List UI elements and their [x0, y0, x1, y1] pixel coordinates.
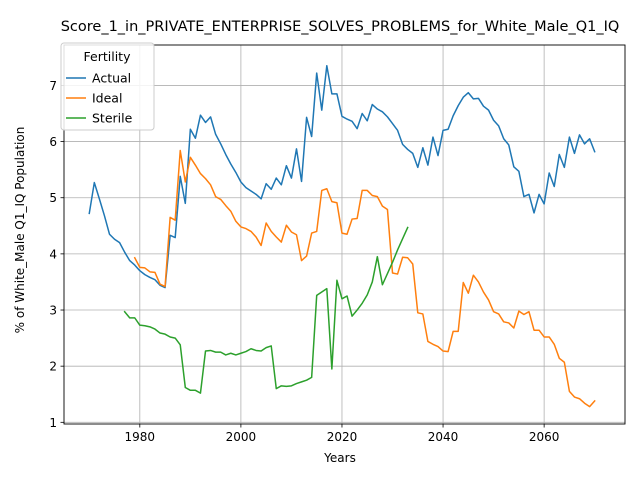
legend-label-actual: Actual	[92, 71, 131, 86]
y-tick-label: 5	[49, 191, 57, 205]
y-tick-label: 1	[49, 416, 57, 430]
legend-title: Fertility	[84, 49, 132, 64]
x-tick-label: 2000	[226, 430, 257, 444]
y-tick-label: 6	[49, 135, 57, 149]
y-tick-label: 3	[49, 304, 57, 318]
y-tick-label: 4	[49, 247, 57, 261]
chart-title: Score_1_in_PRIVATE_ENTERPRISE_SOLVES_PRO…	[61, 19, 620, 35]
legend-label-sterile: Sterile	[92, 111, 133, 126]
y-tick-label: 7	[49, 79, 57, 93]
legend: Fertility Actual Ideal Sterile	[61, 43, 154, 130]
x-axis-label: Years	[323, 451, 356, 465]
tick-layer: 1980 2000 2020 2040 2060 1 2 3 4 5 6 7	[49, 79, 559, 444]
x-tick-label: 2040	[428, 430, 459, 444]
x-tick-label: 2020	[327, 430, 358, 444]
y-tick-label: 2	[49, 360, 57, 374]
x-tick-label: 1980	[125, 430, 156, 444]
legend-label-ideal: Ideal	[92, 91, 122, 106]
x-tick-label: 2060	[529, 430, 560, 444]
y-axis-label: % of White_Male Q1_IQ Population	[13, 127, 27, 334]
